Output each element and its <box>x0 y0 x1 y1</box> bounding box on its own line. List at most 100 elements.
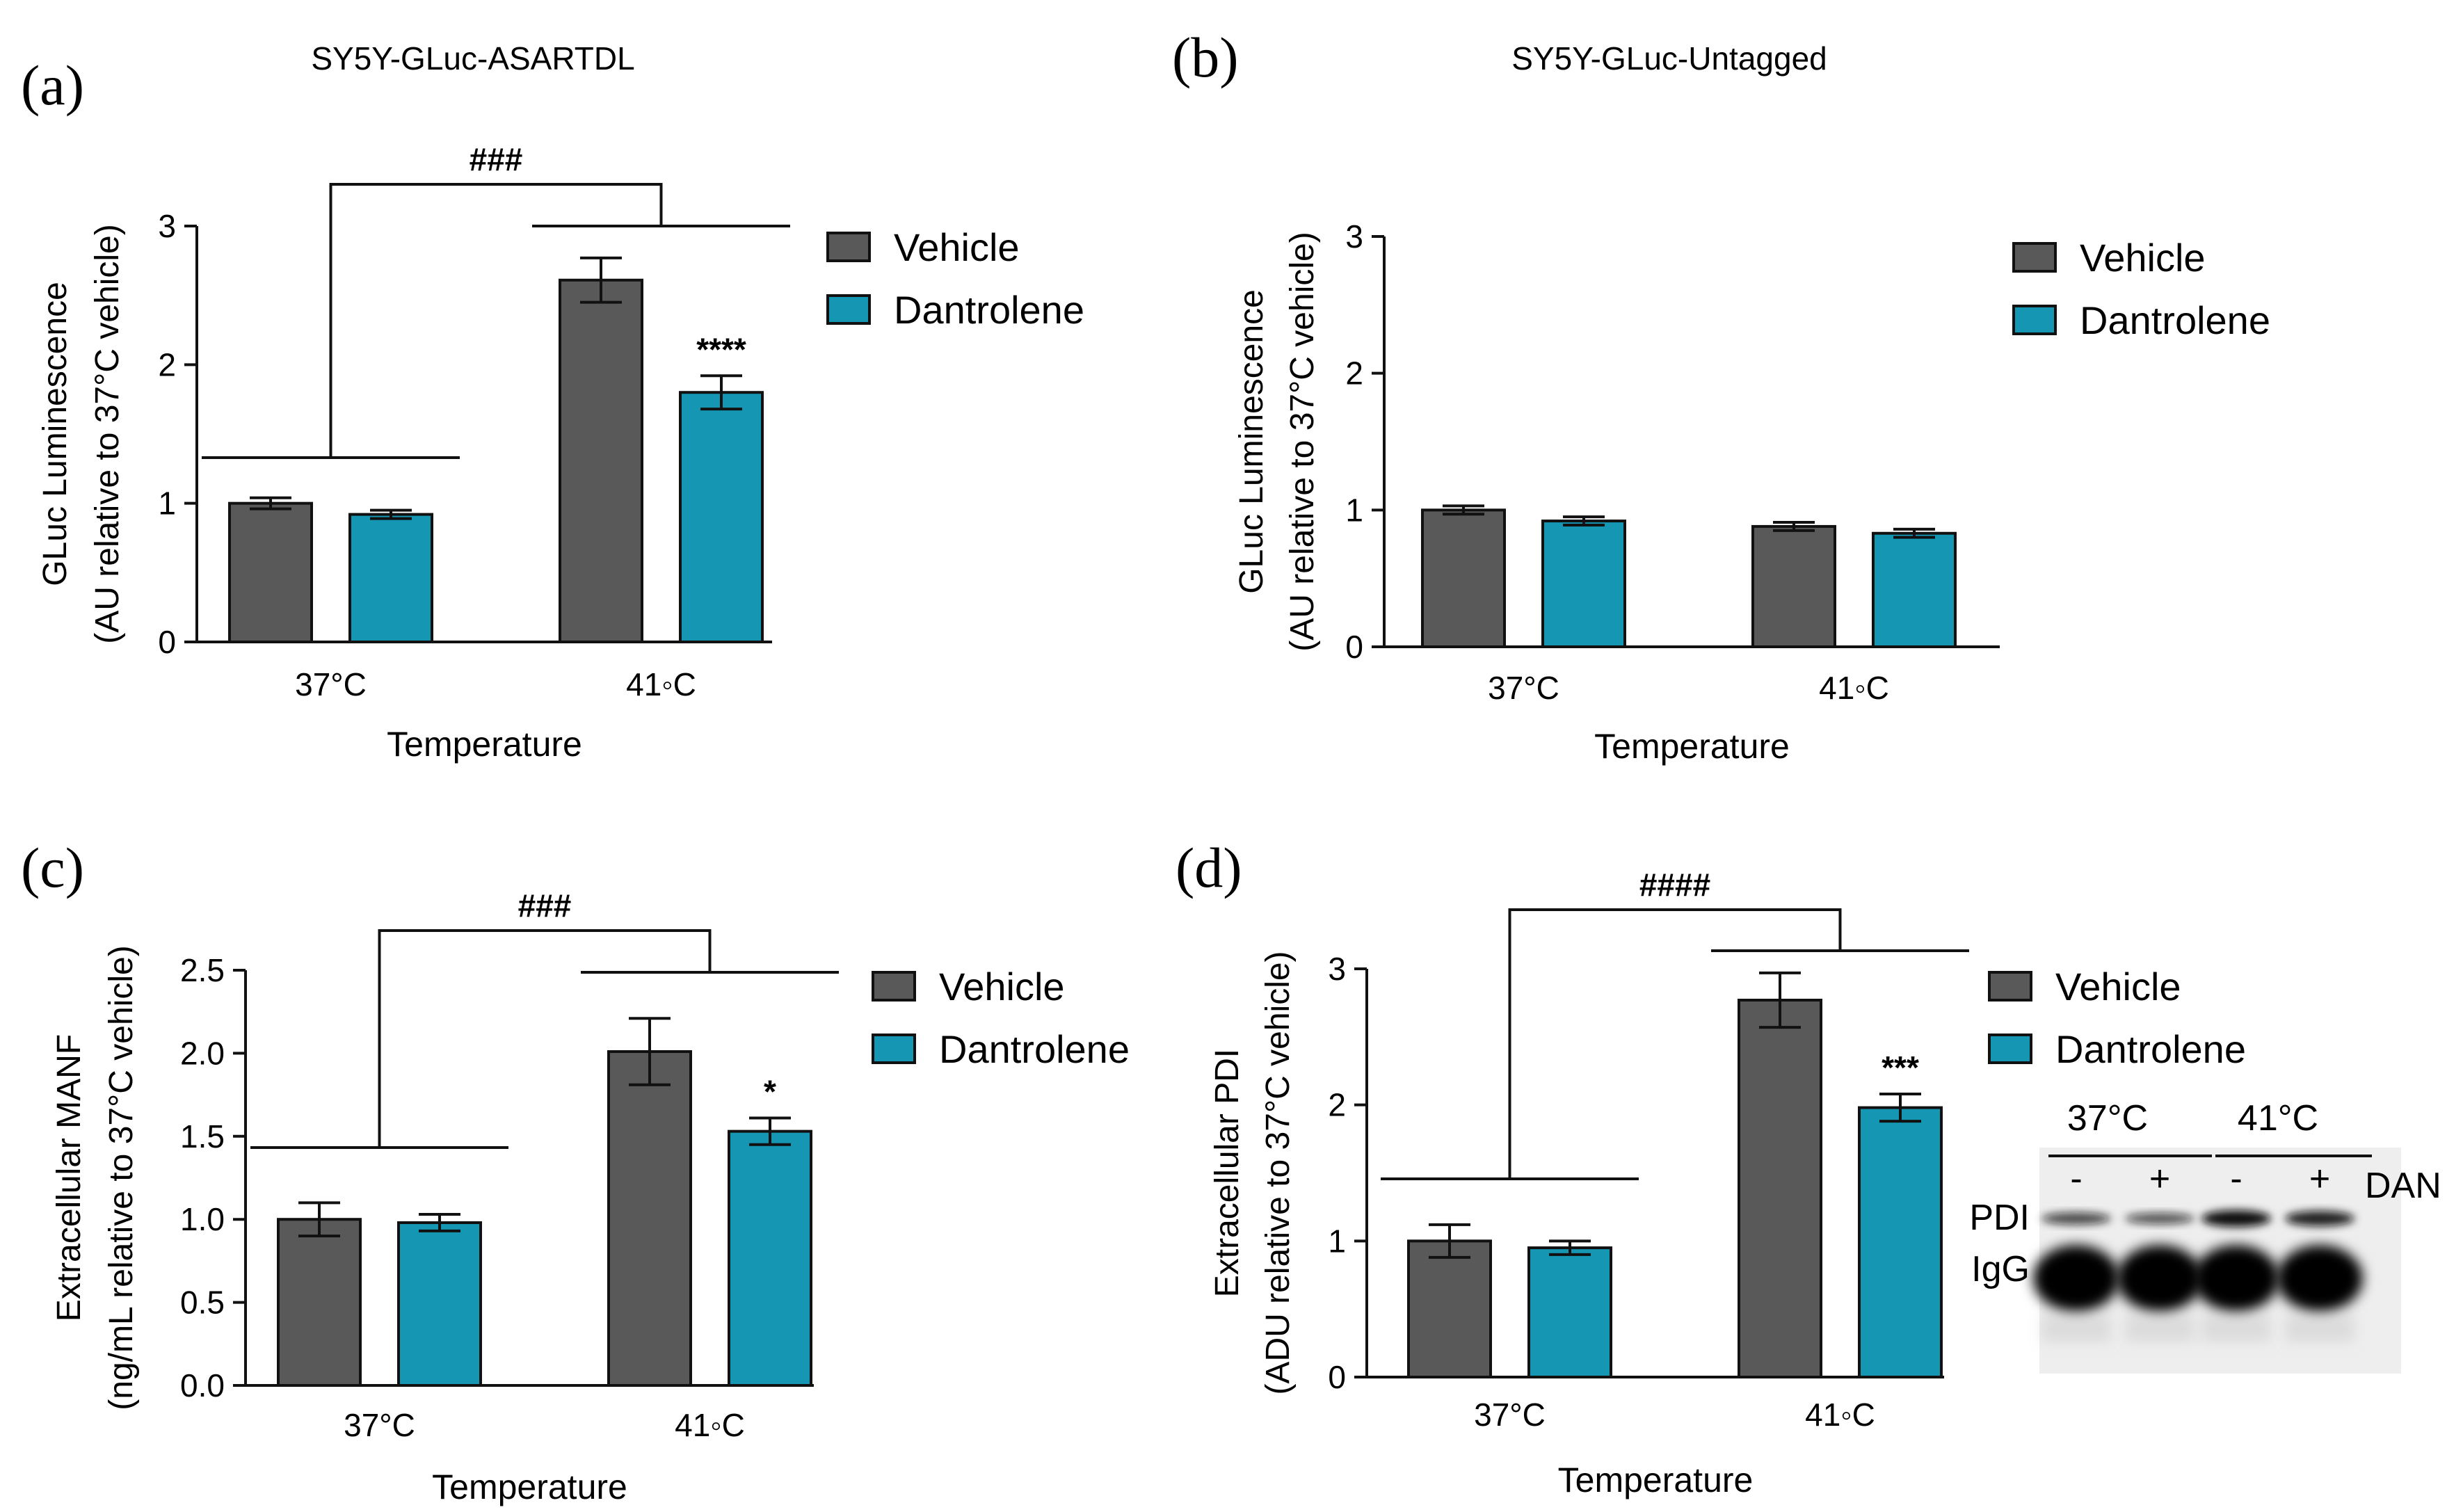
x-axis-title: Temperature <box>432 1467 627 1506</box>
bar-vehicle <box>1421 508 1506 648</box>
bracket-label: #### <box>1639 867 1710 903</box>
chart-panel-c: 0.0 0.5 1.0 1.5 2.0 2.5 37°C * 41◦C Temperature Ex… <box>51 887 1130 1506</box>
bar-dantrolene <box>348 513 433 644</box>
bar-vehicle <box>1738 999 1822 1378</box>
legend-swatch-dantrolene <box>826 294 871 325</box>
legend-label-dantrolene: Dantrolene <box>2055 1027 2246 1071</box>
legend-label-vehicle: Vehicle <box>2055 965 2181 1008</box>
legend-swatch-vehicle <box>872 971 916 1002</box>
y-tick-label: 1 <box>1345 492 1363 528</box>
pdi-band <box>2285 1211 2354 1226</box>
chart-panel-b: 0 1 2 3 37°C 41◦C Temperature GLuc Luminescence… <box>1233 218 2270 766</box>
blot-temp-label-37: 37°C <box>2067 1098 2148 1139</box>
blot-temp-label-41: 41°C <box>2238 1098 2318 1139</box>
y-tick-label: 2 <box>1345 355 1363 392</box>
y-tick-label: 2 <box>158 346 176 383</box>
blot-lane-2-label: + <box>2149 1159 2170 1199</box>
chart-panel-a: 0 1 2 3 37°C **** 41◦C Temperature GLuc Luminesc… <box>37 141 1084 764</box>
x-tick-label: 41◦C <box>675 1407 745 1443</box>
y-tick-label: 1.5 <box>180 1118 225 1155</box>
panel-c-letter: (c) <box>21 836 84 899</box>
x-tick-label: 37°C <box>1474 1397 1546 1433</box>
panel-b-letter: (b) <box>1172 26 1239 89</box>
y-axis-title-line: (ADU relative to 37°C vehicle) <box>1260 951 1297 1394</box>
x-tick-label: 37°C <box>344 1407 415 1443</box>
bar-vehicle <box>1407 1239 1492 1379</box>
legend-label-vehicle: Vehicle <box>894 225 1020 269</box>
legend-swatch-vehicle <box>1988 971 2032 1002</box>
y-tick-label: 0.5 <box>180 1285 225 1321</box>
blot-band-label-pdi: PDI <box>1969 1198 2030 1238</box>
y-tick-label: 2 <box>1328 1087 1346 1123</box>
blot-smear <box>2285 1314 2354 1342</box>
legend-label-vehicle: Vehicle <box>939 965 1065 1008</box>
bracket-connector <box>378 929 712 1148</box>
panel-b-title: SY5Y-GLuc-Untagged <box>1511 40 1827 77</box>
y-tick-label: 3 <box>1345 218 1363 255</box>
pdi-band <box>2041 1212 2111 1225</box>
blot-smear <box>2201 1314 2271 1342</box>
bar-vehicle <box>1751 524 1836 649</box>
bracket-connector <box>329 183 663 458</box>
blot-smear <box>2125 1314 2195 1342</box>
chart-panel-d: 0 1 2 3 37°C *** 41◦C Temperature Extracellular … <box>1209 867 2246 1499</box>
legend-label-dantrolene: Dantrolene <box>894 288 1084 332</box>
igg-band <box>2277 1245 2363 1312</box>
blot-lane-1-label: - <box>2070 1159 2082 1199</box>
blot-lane-3-label: - <box>2230 1159 2242 1199</box>
y-tick-label: 0.0 <box>180 1367 225 1404</box>
y-axis-title-line: GLuc Luminescence <box>1233 289 1270 594</box>
panel-d-letter: (d) <box>1176 836 1242 899</box>
bar-vehicle <box>559 278 643 643</box>
y-tick-label: 2.5 <box>180 952 225 988</box>
legend-swatch-vehicle <box>826 232 871 262</box>
x-tick-label: 37°C <box>295 666 367 702</box>
panel-a-letter: (a) <box>21 54 84 117</box>
y-tick-label: 1.0 <box>180 1201 225 1237</box>
legend-swatch-dantrolene <box>2012 305 2057 335</box>
y-axis-title-line: GLuc Luminescence <box>37 282 74 586</box>
y-axis-title-line: Extracellular PDI <box>1209 1049 1246 1297</box>
western-blot-inset: 37°C 41°C - + - + DAN PDI IgG <box>1969 1098 2441 1374</box>
bracket-label: ### <box>518 887 572 924</box>
legend-swatch-vehicle <box>2012 242 2057 273</box>
significance-label: **** <box>696 331 746 367</box>
x-tick-label: 37°C <box>1488 670 1559 706</box>
y-axis-title-line: Extracellular MANF <box>51 1034 88 1321</box>
y-tick-label: 3 <box>1328 951 1346 987</box>
bar-dantrolene <box>679 391 764 643</box>
y-tick-label: 0 <box>1345 629 1363 665</box>
bracket-label: ### <box>470 141 523 177</box>
y-axis-title-line: (ng/mL relative to 37°C vehicle) <box>103 945 140 1410</box>
legend-swatch-dantrolene <box>872 1034 916 1064</box>
blot-treatment-label: DAN <box>2365 1166 2441 1206</box>
blot-band-label-igg: IgG <box>1971 1249 2030 1289</box>
significance-label: *** <box>1882 1049 1919 1086</box>
y-tick-label: 0 <box>158 624 176 660</box>
bar-dantrolene <box>1541 520 1626 648</box>
bar-vehicle <box>277 1218 362 1387</box>
y-tick-label: 2.0 <box>180 1035 225 1071</box>
bar-dantrolene <box>728 1129 812 1387</box>
legend-label-vehicle: Vehicle <box>2080 236 2206 280</box>
y-tick-label: 0 <box>1328 1359 1346 1395</box>
significance-label: * <box>764 1074 776 1110</box>
y-tick-label: 3 <box>158 208 176 244</box>
legend-label-dantrolene: Dantrolene <box>2080 298 2270 342</box>
igg-band <box>2117 1245 2203 1312</box>
x-tick-label: 41◦C <box>626 666 696 702</box>
bar-dantrolene <box>397 1221 482 1387</box>
bar-dantrolene <box>1858 1106 1943 1378</box>
x-tick-label: 41◦C <box>1805 1397 1875 1433</box>
x-tick-label: 41◦C <box>1819 670 1889 706</box>
y-tick-label: 1 <box>1328 1223 1346 1259</box>
igg-band <box>2033 1245 2119 1312</box>
legend-swatch-dantrolene <box>1988 1034 2032 1064</box>
bar-vehicle <box>607 1050 692 1387</box>
y-axis-title-line: (AU relative to 37°C vehicle) <box>89 224 126 643</box>
x-axis-title: Temperature <box>1558 1461 1754 1499</box>
x-axis-title: Temperature <box>1594 727 1790 766</box>
x-axis-title: Temperature <box>387 725 582 764</box>
panel-a-title: SY5Y-GLuc-ASARTDL <box>311 40 634 77</box>
blot-lane-4-label: + <box>2309 1159 2330 1199</box>
